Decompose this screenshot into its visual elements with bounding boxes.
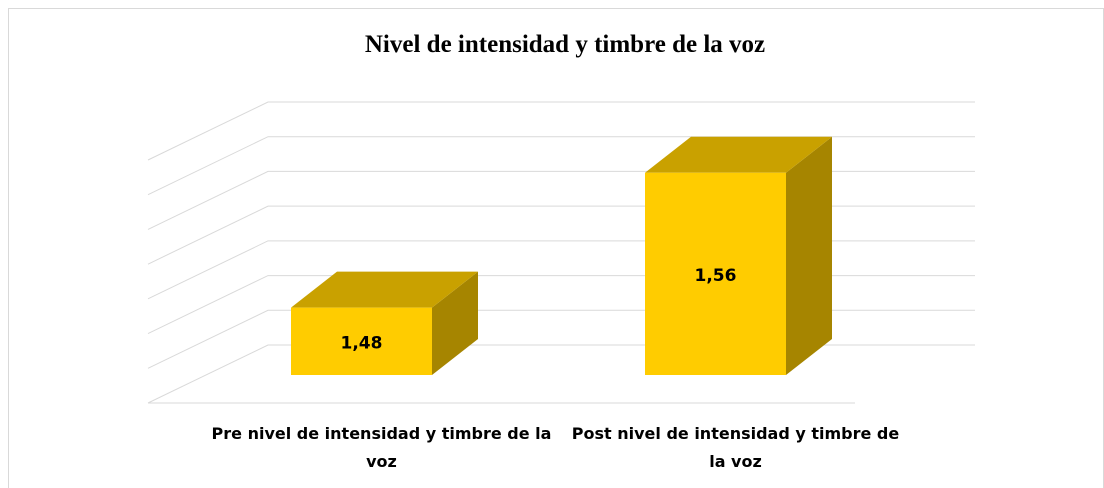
grid-line	[147, 309, 975, 369]
bar	[645, 136, 832, 375]
x-tick-label: Pre nivel de intensidad y timbre de la v…	[211, 424, 552, 471]
bar	[291, 271, 478, 375]
grid-line	[147, 344, 975, 404]
grid-line	[147, 136, 975, 196]
grid-line	[147, 275, 975, 335]
value-label: 1,56	[695, 266, 737, 286]
bar-top	[291, 271, 478, 308]
value-label: 1,48	[341, 333, 383, 353]
grid-line	[147, 170, 975, 230]
x-tick-label: Post nivel de intensidad y timbre de la …	[571, 424, 900, 471]
grid-line	[147, 101, 975, 161]
chart-title: Nivel de intensidad y timbre de la voz	[365, 31, 765, 58]
grid-line	[147, 205, 975, 265]
bar-front	[645, 172, 786, 375]
bar-top	[645, 136, 832, 173]
bar-front	[291, 307, 432, 375]
bar-side	[786, 136, 832, 375]
grid-line	[147, 240, 975, 300]
bar-side	[432, 271, 478, 375]
chart-frame	[8, 8, 1104, 488]
